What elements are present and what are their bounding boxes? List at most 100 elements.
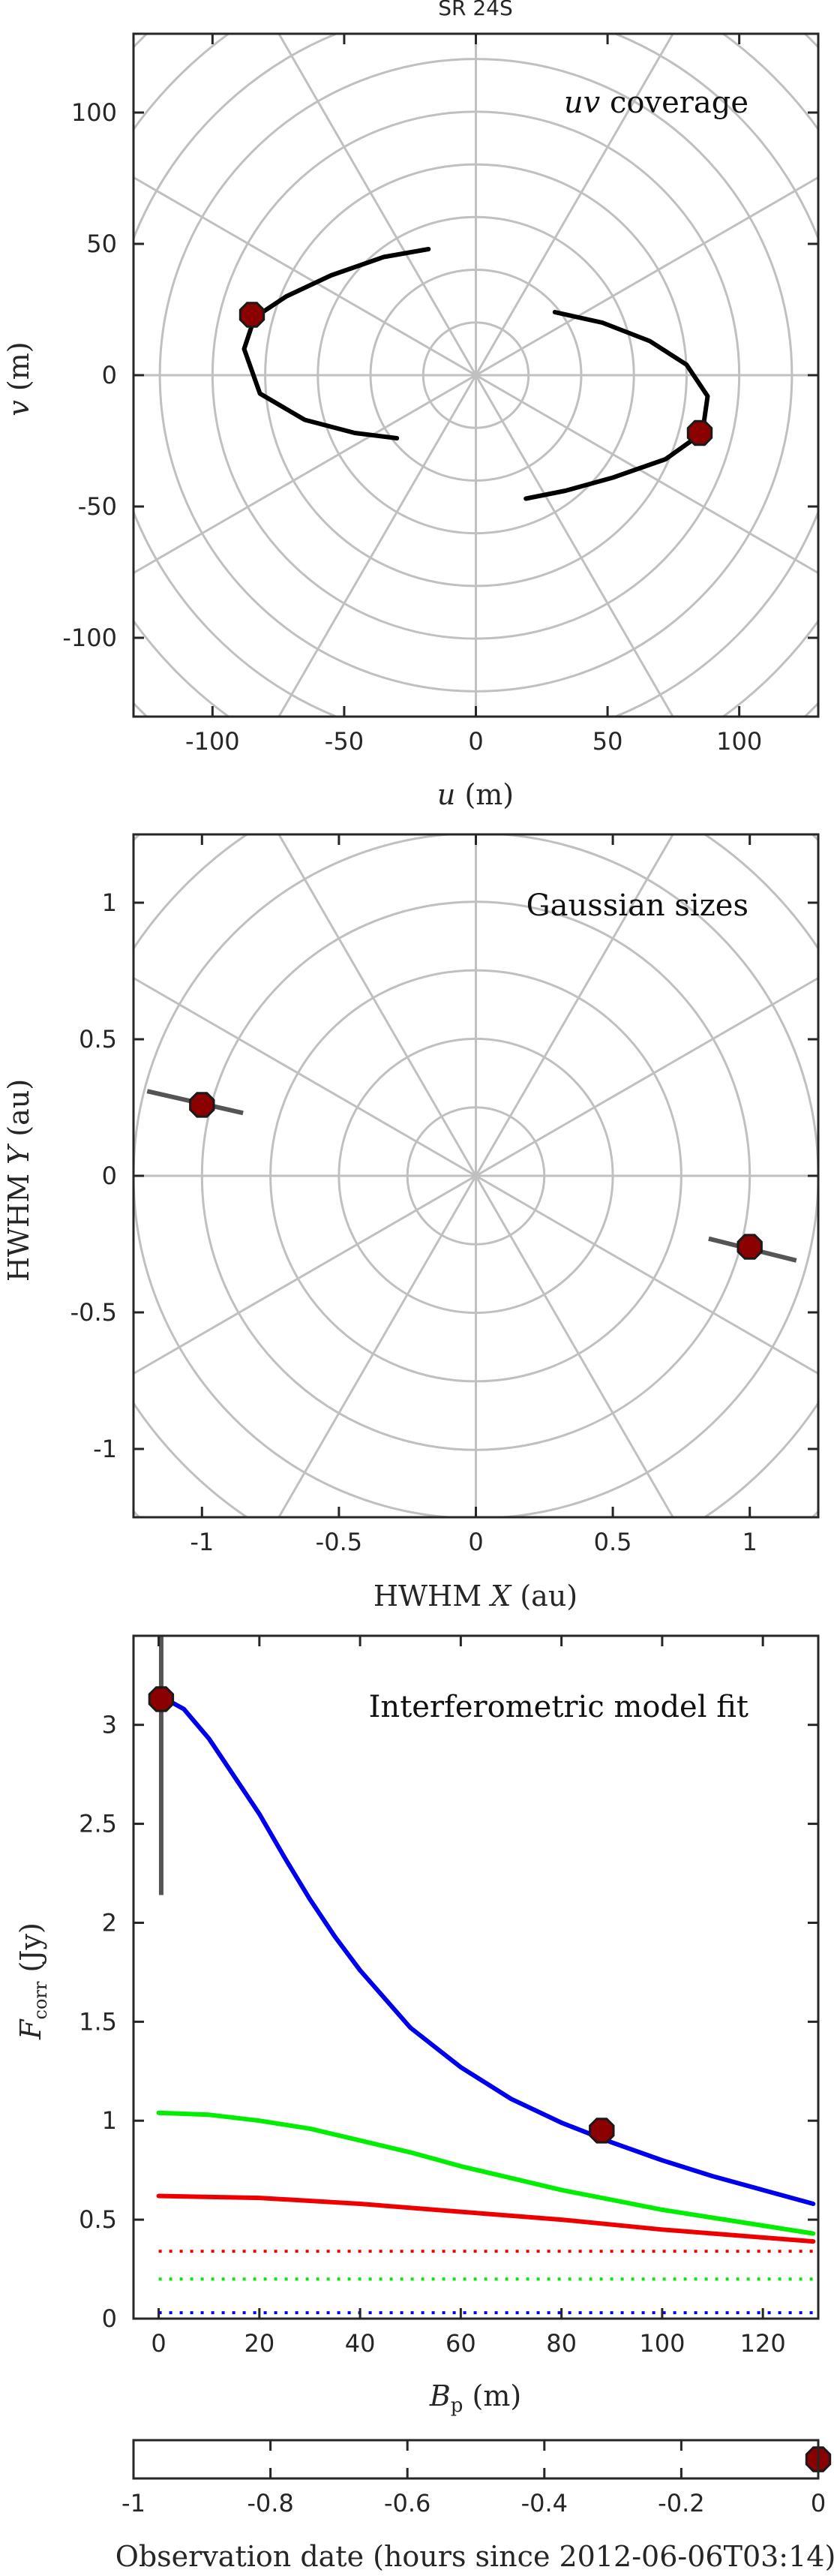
x-tick-label: 1: [742, 1528, 758, 1556]
x-tick-label: -50: [325, 727, 364, 756]
data-point-marker: [148, 1686, 175, 1712]
fit-x-axis-var: B: [429, 2379, 451, 2412]
data-point-marker: [686, 419, 713, 446]
x-tick-label: -1: [190, 1528, 214, 1556]
uv-tracks: [242, 247, 710, 501]
blue-series-line: [156, 1693, 816, 2206]
y-tick-label: 50: [86, 230, 117, 258]
x-tick-label: -0.5: [316, 1528, 362, 1556]
fit-ticks: 0 20 40 60 80 100 120 0 0.5 1 1.5 2 2.5 3: [79, 1636, 818, 2358]
red-series-line: [156, 2193, 816, 2244]
uv-label-italic: uv: [564, 86, 601, 120]
size-ticks: -1 -0.5 0 0.5 1 -1 -0.5 0 0.5 1: [70, 834, 818, 1556]
size-x-axis-var: X: [488, 1580, 512, 1613]
x-tick-label: 40: [345, 2329, 376, 2358]
y-tick-label: 0: [102, 2304, 117, 2333]
time-axis-panel: -1 -0.8 -0.6 -0.4 -0.2 0 Observation date (ho…: [116, 2439, 834, 2573]
uv-y-axis-var: v: [2, 400, 35, 416]
y-tick-label: 2: [102, 1908, 117, 1937]
y-tick-label: 1: [102, 888, 117, 917]
y-tick-label: 1.5: [79, 2007, 117, 2036]
x-tick-label: 60: [446, 2329, 476, 2358]
grid-spoke: [278, 834, 674, 1517]
uv-x-axis-label: u (m): [437, 778, 514, 811]
fit-x-axis-label: Bp (m): [429, 2379, 521, 2418]
uv-label-rest: coverage: [610, 86, 748, 120]
track-series-line: [242, 247, 431, 440]
uv-x-axis-var: u: [437, 778, 455, 811]
x-tick-label: 0: [811, 2489, 826, 2517]
fit-y-axis-var: F: [14, 2018, 47, 2040]
fit-panel-label: Interferometric model fit: [369, 1690, 748, 1724]
green-series-line: [156, 2110, 816, 2236]
x-tick-label: 120: [740, 2329, 786, 2358]
y-tick-label: 2.5: [79, 1810, 117, 1838]
uv-y-axis-label: v (m): [2, 341, 35, 416]
y-tick-label: 0.5: [79, 1025, 117, 1054]
size-y-axis-unit: (au): [2, 1079, 35, 1137]
fit-y-axis-unit: (Jy): [14, 1922, 47, 1972]
y-tick-label: -1: [93, 1435, 117, 1463]
grid-spoke: [278, 834, 674, 1517]
y-tick-label: 0: [102, 361, 117, 389]
data-point-marker: [189, 1092, 215, 1118]
x-tick-label: 100: [716, 727, 762, 756]
y-tick-label: 0.5: [79, 2205, 117, 2234]
size-y-axis-var: Y: [2, 1143, 35, 1165]
fit-x-axis-unit: (m): [472, 2379, 522, 2412]
fit-x-axis-sub: p: [451, 2394, 464, 2417]
time-ticks: -1 -0.8 -0.6 -0.4 -0.2 0: [122, 2440, 826, 2517]
track-series-line: [524, 310, 710, 501]
y-tick-label: 0: [102, 1162, 117, 1190]
grid-spoke: [134, 976, 818, 1375]
model-fit-panel: 0 20 40 60 80 100 120 0 0.5 1 1.5 2 2.5 3 Interferome…: [14, 1634, 820, 2418]
x-tick-label: 50: [592, 727, 623, 756]
x-tick-label: -1: [122, 2489, 146, 2517]
uv-ticks: -100 -50 0 50 100 -100 -50 0 50 100: [62, 34, 818, 756]
fit-y-axis-sub: corr: [30, 1981, 51, 2019]
uv-markers: [238, 302, 713, 446]
size-panel-label: Gaussian sizes: [526, 888, 748, 923]
x-tick-label: -0.4: [521, 2489, 568, 2517]
size-y-axis-label: HWHM Y (au): [2, 1079, 35, 1282]
grid-spoke: [134, 176, 818, 575]
size-y-axis-pre: HWHM: [2, 1165, 35, 1282]
y-tick-label: 1: [102, 2106, 117, 2135]
time-x-axis-label: Observation date (hours since 2012-06-06…: [116, 2540, 834, 2573]
x-tick-label: 0: [151, 2329, 166, 2358]
x-tick-label: 20: [244, 2329, 274, 2358]
data-point-marker: [736, 1234, 763, 1260]
x-tick-label: -0.8: [247, 2489, 293, 2517]
time-axes-frame: [132, 2439, 820, 2480]
x-tick-label: -0.6: [384, 2489, 430, 2517]
figure-title: SR 24S: [438, 0, 513, 20]
size-x-axis-label: HWHM X (au): [374, 1580, 578, 1613]
uv-polar-grid: [134, 34, 818, 717]
data-point-marker: [238, 302, 266, 328]
grid-spoke: [134, 176, 818, 575]
size-x-axis-unit: (au): [520, 1580, 578, 1613]
x-tick-label: -100: [185, 727, 240, 756]
fit-series: [156, 1693, 816, 2315]
data-point-marker: [589, 2118, 615, 2144]
y-tick-label: 3: [102, 1711, 117, 1739]
x-tick-label: -0.2: [658, 2489, 704, 2517]
uv-panel-label: uv coverage: [564, 86, 748, 120]
x-tick-label: 100: [639, 2329, 685, 2358]
x-tick-label: 0: [468, 727, 483, 756]
uv-y-axis-unit: (m): [2, 341, 35, 391]
fit-axes-frame: [132, 1634, 820, 2320]
fit-markers: [148, 1636, 615, 2144]
size-points: [146, 1089, 797, 1263]
uv-x-axis-unit: (m): [464, 778, 514, 811]
y-tick-label: -50: [78, 492, 117, 521]
y-tick-label: -0.5: [70, 1298, 117, 1327]
y-tick-label: -100: [62, 624, 117, 652]
x-tick-label: 0.5: [594, 1528, 632, 1556]
size-x-axis-pre: HWHM: [374, 1580, 490, 1613]
x-tick-label: 80: [546, 2329, 577, 2358]
